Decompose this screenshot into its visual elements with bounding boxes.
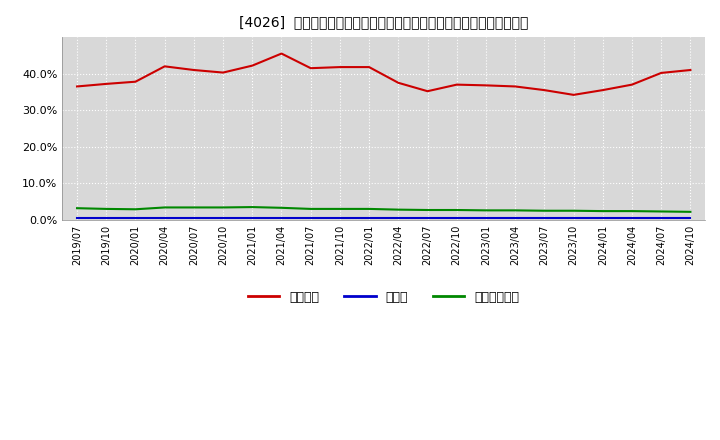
Title: [4026]  自己資本、のれん、繰延税金資産の総資産に対する比率の推移: [4026] 自己資本、のれん、繰延税金資産の総資産に対する比率の推移 bbox=[239, 15, 528, 29]
Legend: 自己資本, のれん, 繰延税金資産: 自己資本, のれん, 繰延税金資産 bbox=[243, 286, 524, 309]
